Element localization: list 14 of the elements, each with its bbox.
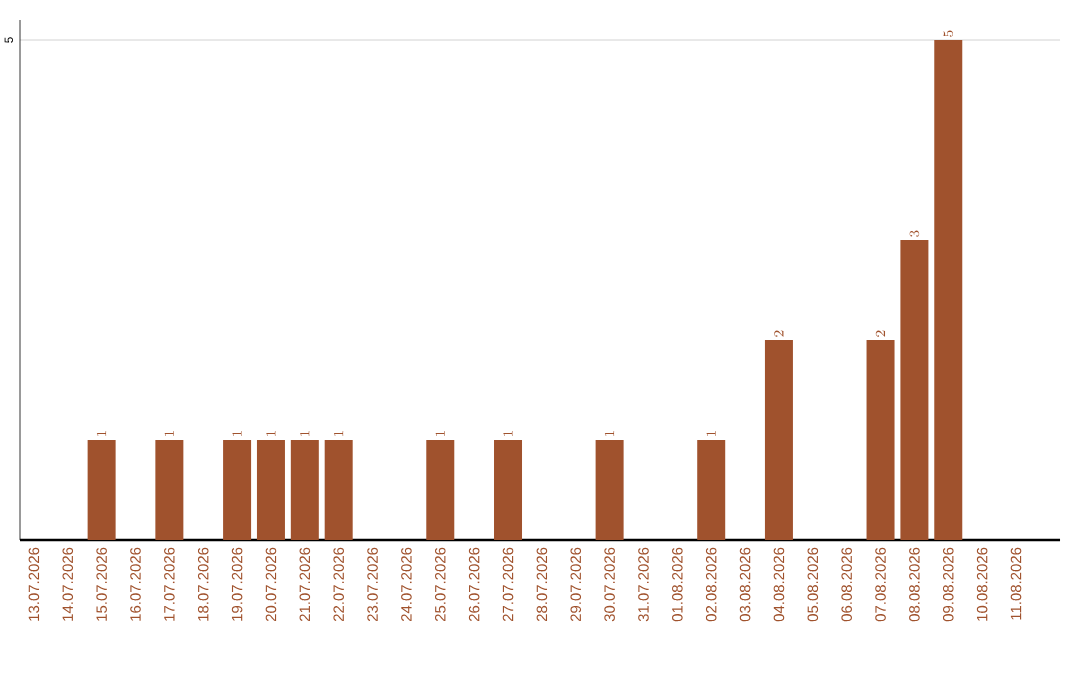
bar xyxy=(256,440,285,540)
bar xyxy=(290,440,319,540)
bar xyxy=(595,440,624,540)
bar xyxy=(426,440,455,540)
bar xyxy=(494,440,523,540)
bar xyxy=(155,440,184,540)
bar xyxy=(223,440,252,540)
bar xyxy=(900,240,929,540)
bar xyxy=(324,440,353,540)
bar xyxy=(697,440,726,540)
bar xyxy=(764,340,793,540)
bar xyxy=(866,340,895,540)
bar xyxy=(87,440,116,540)
bar xyxy=(934,40,963,540)
